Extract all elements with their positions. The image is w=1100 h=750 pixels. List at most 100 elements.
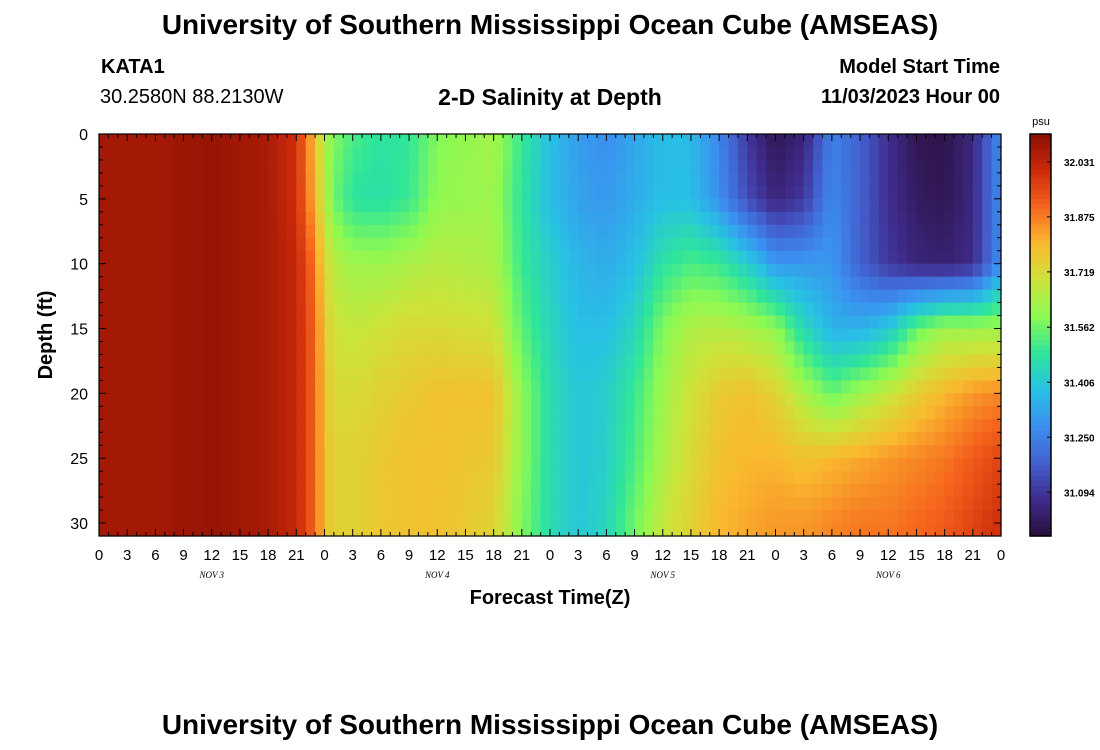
heatmap-cell — [822, 302, 833, 317]
heatmap-cell — [192, 172, 203, 187]
heatmap-cell — [390, 159, 401, 174]
heatmap-cell — [766, 445, 777, 459]
heatmap-cell — [324, 393, 335, 407]
heatmap-cell — [841, 224, 852, 239]
heatmap-cell — [813, 354, 824, 369]
heatmap-cell — [897, 419, 908, 433]
heatmap-cell — [474, 367, 485, 381]
heatmap-cell — [418, 497, 429, 511]
heatmap-cell — [888, 250, 899, 265]
heatmap-cell — [888, 458, 899, 472]
heatmap-cell — [108, 393, 119, 407]
heatmap-cell — [897, 146, 908, 161]
heatmap-cell — [869, 393, 880, 407]
heatmap-cell — [728, 380, 739, 394]
heatmap-cell — [192, 237, 203, 252]
heatmap-cell — [155, 134, 166, 148]
heatmap-cell — [634, 289, 645, 304]
heatmap-cell — [202, 419, 213, 433]
heatmap-cell — [427, 198, 438, 213]
heatmap-cell — [155, 289, 166, 304]
heatmap-cell — [239, 276, 250, 291]
heatmap-cell — [456, 159, 467, 174]
heatmap-cell — [775, 276, 786, 291]
heatmap-cell — [897, 432, 908, 446]
heatmap-cell — [352, 380, 363, 394]
heatmap-cell — [484, 198, 495, 213]
heatmap-cell — [315, 159, 326, 174]
heatmap-cell — [380, 510, 391, 524]
heatmap-cell — [850, 159, 861, 174]
heatmap-cell — [390, 198, 401, 213]
heatmap-cell — [991, 510, 1002, 524]
heatmap-cell — [954, 302, 965, 317]
heatmap-cell — [446, 484, 457, 498]
heatmap-cell — [991, 393, 1002, 407]
heatmap-cell — [916, 523, 927, 537]
heatmap-cell — [192, 263, 203, 278]
heatmap-cell — [343, 523, 354, 537]
heatmap-cell — [108, 159, 119, 174]
heatmap-cell — [352, 393, 363, 407]
heatmap-cell — [427, 510, 438, 524]
heatmap-cell — [183, 380, 194, 394]
heatmap-cell — [690, 523, 701, 537]
heatmap-cell — [174, 341, 185, 356]
heatmap-cell — [822, 367, 833, 381]
heatmap-cell — [803, 276, 814, 291]
heatmap-cell — [728, 146, 739, 161]
heatmap-cell — [888, 185, 899, 200]
heatmap-cell — [766, 302, 777, 317]
heatmap-cell — [446, 510, 457, 524]
heatmap-cell — [944, 393, 955, 407]
heatmap-cell — [108, 341, 119, 356]
heatmap-cell — [681, 224, 692, 239]
heatmap-cell — [681, 406, 692, 420]
heatmap-cell — [503, 497, 514, 511]
heatmap-cell — [352, 497, 363, 511]
heatmap-cell — [465, 328, 476, 343]
heatmap-cell — [643, 159, 654, 174]
heatmap-cell — [559, 276, 570, 291]
heatmap-cell — [333, 380, 344, 394]
heatmap-cell — [690, 159, 701, 174]
heatmap-cell — [747, 380, 758, 394]
heatmap-cell — [427, 159, 438, 174]
heatmap-cell — [456, 328, 467, 343]
heatmap-cell — [907, 484, 918, 498]
heatmap-cell — [474, 224, 485, 239]
heatmap-cell — [878, 172, 889, 187]
colorbar-swatch — [1030, 144, 1051, 150]
heatmap-cell — [333, 523, 344, 537]
heatmap-cell — [869, 419, 880, 433]
heatmap-cell — [775, 523, 786, 537]
heatmap-cell — [465, 445, 476, 459]
heatmap-cell — [841, 354, 852, 369]
heatmap-cell — [221, 484, 232, 498]
heatmap-cell — [145, 289, 156, 304]
heatmap-cell — [578, 289, 589, 304]
heatmap-cell — [127, 289, 138, 304]
heatmap-cell — [249, 172, 260, 187]
heatmap-cell — [897, 276, 908, 291]
heatmap-cell — [333, 250, 344, 265]
heatmap-cell — [503, 406, 514, 420]
heatmap-cell — [831, 341, 842, 356]
heatmap-cell — [578, 419, 589, 433]
heatmap-cell — [972, 250, 983, 265]
heatmap-cell — [935, 302, 946, 317]
heatmap-cell — [963, 419, 974, 433]
heatmap-cell — [484, 302, 495, 317]
heatmap-cell — [155, 523, 166, 537]
heatmap-cell — [625, 185, 636, 200]
heatmap-cell — [606, 134, 617, 148]
heatmap-cell — [456, 276, 467, 291]
heatmap-cell — [99, 510, 109, 524]
chart-subtitle: 2-D Salinity at Depth — [438, 84, 662, 110]
heatmap-cell — [822, 406, 833, 420]
x-tick-label: 18 — [936, 547, 953, 564]
heatmap-cell — [446, 432, 457, 446]
heatmap-cell — [737, 445, 748, 459]
heatmap-cell — [183, 510, 194, 524]
heatmap-cell — [587, 185, 598, 200]
